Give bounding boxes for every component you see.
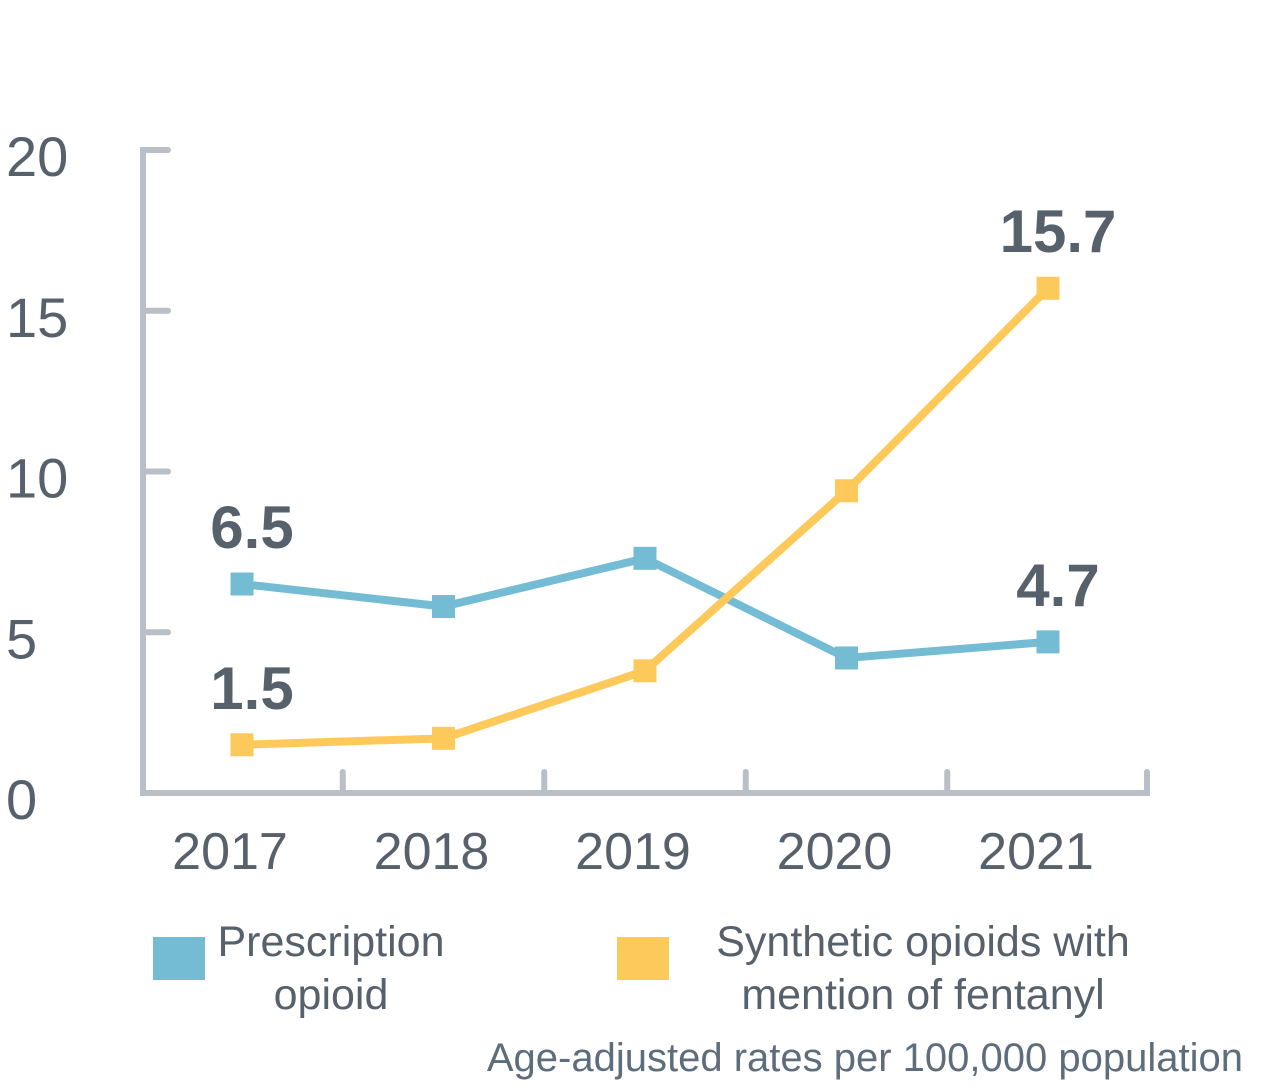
marker-synthetic-opioids-with-mention-of-fentanyl-2021	[1036, 276, 1060, 300]
legend-label-line: Prescription	[217, 918, 445, 966]
legend-item-prescription-opioid: Prescription opioid	[153, 916, 456, 1022]
legend-item-synthetic-opioids: Synthetic opioids with mention of fentan…	[617, 916, 1138, 1022]
data-label-synthetic-opioids-with-mention-of-fentanyl-2021: 15.7	[1000, 198, 1117, 265]
x-tick-label: 2017	[172, 823, 288, 881]
marker-prescription-opioid-2017	[230, 572, 254, 596]
line-chart: 0 5 10 15 20 2017 2018 2019 2020 2021 6.5 4.7 1.5 15.…	[6, 125, 1150, 881]
marker-synthetic-opioids-with-mention-of-fentanyl-2020	[835, 479, 858, 503]
series-line-prescription-opioid	[241, 554, 1049, 663]
chart-footnote: Age-adjusted rates per 100,000 populatio…	[486, 1036, 1243, 1080]
marker-prescription-opioid-2021	[1036, 630, 1060, 654]
data-label-prescription-opioid-2017: 6.5	[210, 494, 293, 561]
data-label-prescription-opioid-2021: 4.7	[1016, 552, 1099, 619]
legend-swatch-synthetic-opioids	[617, 937, 669, 980]
marker-prescription-opioid-2019	[633, 546, 657, 570]
legend-label-line: Synthetic opioids with	[716, 918, 1130, 966]
legend-label-line: mention of fentanyl	[741, 971, 1105, 1019]
y-tick-label: 0	[6, 768, 37, 831]
y-tick-label: 20	[6, 125, 68, 188]
x-tick-label: 2018	[374, 823, 490, 881]
x-tick-label: 2021	[978, 823, 1094, 881]
marker-synthetic-opioids-with-mention-of-fentanyl-2017	[230, 733, 254, 757]
marker-synthetic-opioids-with-mention-of-fentanyl-2018	[432, 726, 455, 750]
y-tick-label: 10	[6, 447, 68, 510]
legend-label-prescription-opioid: Prescription opioid	[206, 916, 456, 1022]
axis-frame	[140, 147, 1150, 796]
legend-label-line: opioid	[273, 971, 389, 1019]
y-tick-label: 5	[6, 607, 37, 670]
x-tick-label: 2020	[777, 823, 893, 881]
marker-prescription-opioid-2018	[432, 595, 455, 619]
marker-prescription-opioid-2020	[835, 646, 858, 670]
data-label-synthetic-opioids-with-mention-of-fentanyl-2017: 1.5	[210, 655, 293, 722]
x-tick-label: 2019	[575, 823, 691, 881]
y-tick-label: 15	[6, 286, 68, 349]
marker-synthetic-opioids-with-mention-of-fentanyl-2019	[633, 659, 657, 683]
legend-label-synthetic-opioids: Synthetic opioids with mention of fentan…	[708, 916, 1138, 1022]
legend-swatch-prescription-opioid	[153, 937, 205, 980]
